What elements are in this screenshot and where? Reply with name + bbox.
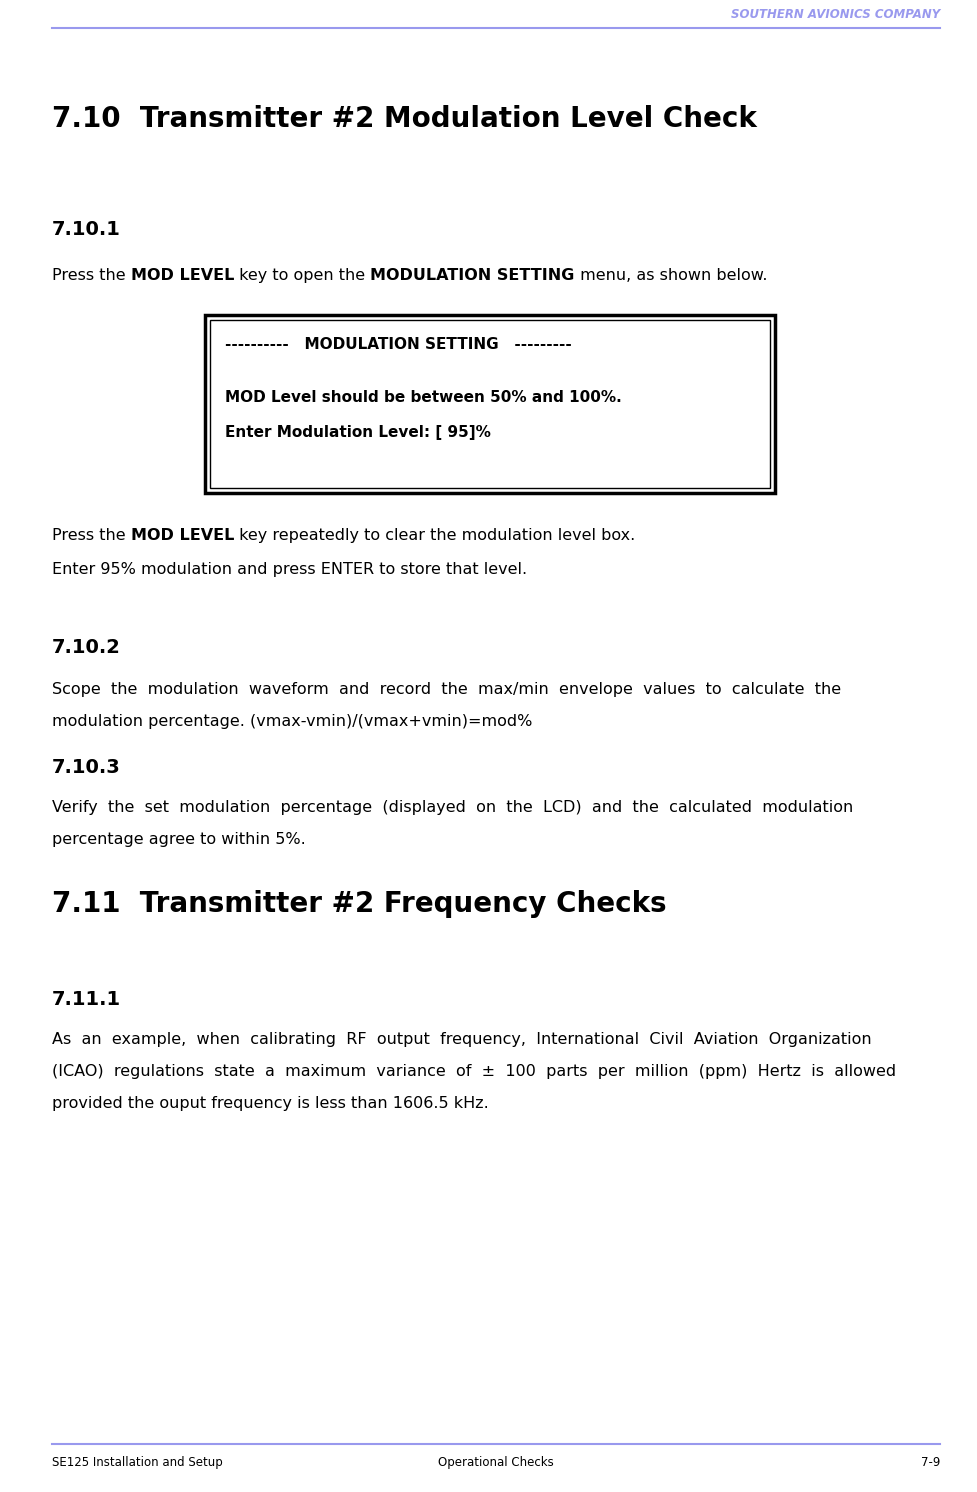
Text: provided the ouput frequency is less than 1606.5 kHz.: provided the ouput frequency is less tha… [52, 1097, 488, 1112]
Text: Scope  the  modulation  waveform  and  record  the  max/min  envelope  values  t: Scope the modulation waveform and record… [52, 682, 841, 697]
Text: 7.10.2: 7.10.2 [52, 639, 121, 656]
Text: As  an  example,  when  calibrating  RF  output  frequency,  International  Civi: As an example, when calibrating RF outpu… [52, 1032, 871, 1047]
Text: Press the: Press the [52, 269, 131, 283]
Text: MOD Level should be between 50% and 100%.: MOD Level should be between 50% and 100%… [225, 389, 621, 404]
Text: ----------   MODULATION SETTING   ---------: ---------- MODULATION SETTING --------- [225, 337, 572, 352]
Text: 7.11.1: 7.11.1 [52, 991, 121, 1009]
Text: Verify  the  set  modulation  percentage  (displayed  on  the  LCD)  and  the  c: Verify the set modulation percentage (di… [52, 800, 853, 815]
Text: MOD LEVEL: MOD LEVEL [131, 528, 234, 543]
Text: 7.11  Transmitter #2 Frequency Checks: 7.11 Transmitter #2 Frequency Checks [52, 891, 666, 918]
Text: 7.10  Transmitter #2 Modulation Level Check: 7.10 Transmitter #2 Modulation Level Che… [52, 104, 757, 133]
Text: key to open the: key to open the [234, 269, 370, 283]
Text: 7-9: 7-9 [920, 1456, 940, 1470]
Text: Enter 95% modulation and press ENTER to store that level.: Enter 95% modulation and press ENTER to … [52, 562, 528, 577]
Text: 7.10.1: 7.10.1 [52, 219, 121, 239]
Bar [210, 319, 770, 488]
Text: SOUTHERN AVIONICS COMPANY: SOUTHERN AVIONICS COMPANY [731, 7, 940, 21]
Text: (ICAO)  regulations  state  a  maximum  variance  of  ±  100  parts  per  millio: (ICAO) regulations state a maximum varia… [52, 1064, 896, 1079]
Text: Operational Checks: Operational Checks [438, 1456, 554, 1470]
Text: MODULATION SETTING: MODULATION SETTING [370, 269, 574, 283]
Text: key repeatedly to clear the modulation level box.: key repeatedly to clear the modulation l… [234, 528, 635, 543]
Text: Press the: Press the [52, 528, 131, 543]
Text: modulation percentage. (vmax-vmin)/(vmax+vmin)=mod%: modulation percentage. (vmax-vmin)/(vmax… [52, 715, 532, 730]
Text: Enter Modulation Level: [ 95]%: Enter Modulation Level: [ 95]% [225, 425, 490, 440]
Text: MOD LEVEL: MOD LEVEL [131, 269, 234, 283]
Text: menu, as shown below.: menu, as shown below. [574, 269, 767, 283]
Text: 7.10.3: 7.10.3 [52, 758, 121, 777]
Text: percentage agree to within 5%.: percentage agree to within 5%. [52, 833, 306, 847]
Bar [205, 315, 775, 492]
Text: SE125 Installation and Setup: SE125 Installation and Setup [52, 1456, 223, 1470]
